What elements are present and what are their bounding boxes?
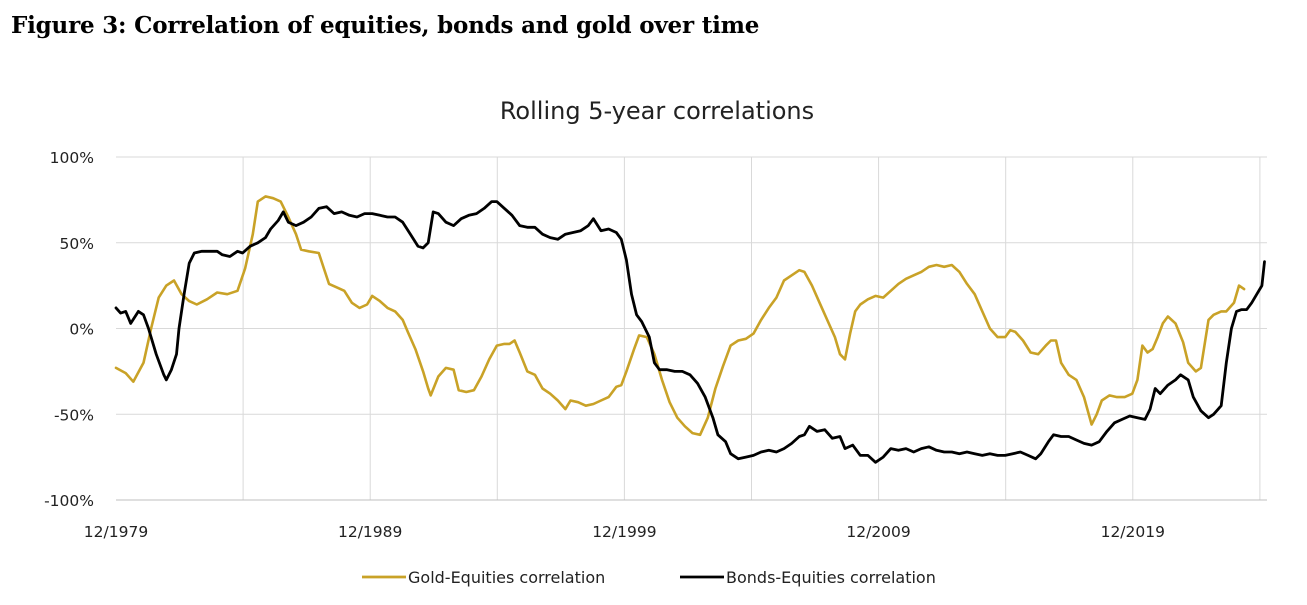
y-tick-label: 50% — [60, 235, 94, 253]
x-tick-label: 12/1989 — [338, 523, 402, 541]
x-tick-label: 12/1999 — [592, 523, 656, 541]
x-tick-label: 12/1979 — [84, 523, 148, 541]
y-tick-label: 100% — [50, 149, 94, 167]
figure-title: Figure 3: Correlation of equities, bonds… — [11, 12, 760, 39]
x-axis: 12/1979 12/1989 12/1999 12/2009 12/2019 — [84, 499, 1267, 541]
legend-label: Bonds-Equities correlation — [726, 568, 936, 587]
y-tick-label: 0% — [69, 321, 94, 339]
y-axis: 100% 50% 0% -50% -100% — [44, 149, 94, 510]
gold-equities-line — [114, 195, 1246, 437]
chart-title: Rolling 5-year correlations — [500, 97, 814, 125]
y-tick-label: -100% — [44, 492, 94, 510]
legend: Gold-Equities correlation Bonds-Equities … — [362, 568, 936, 587]
x-tick-label: 12/2019 — [1101, 523, 1165, 541]
legend-label: Gold-Equities correlation — [408, 568, 605, 587]
y-tick-label: -50% — [54, 406, 94, 424]
grid — [116, 156, 1267, 501]
bonds-equities-line — [114, 200, 1266, 464]
x-tick-label: 12/2009 — [846, 523, 910, 541]
plot-area — [114, 195, 1266, 464]
